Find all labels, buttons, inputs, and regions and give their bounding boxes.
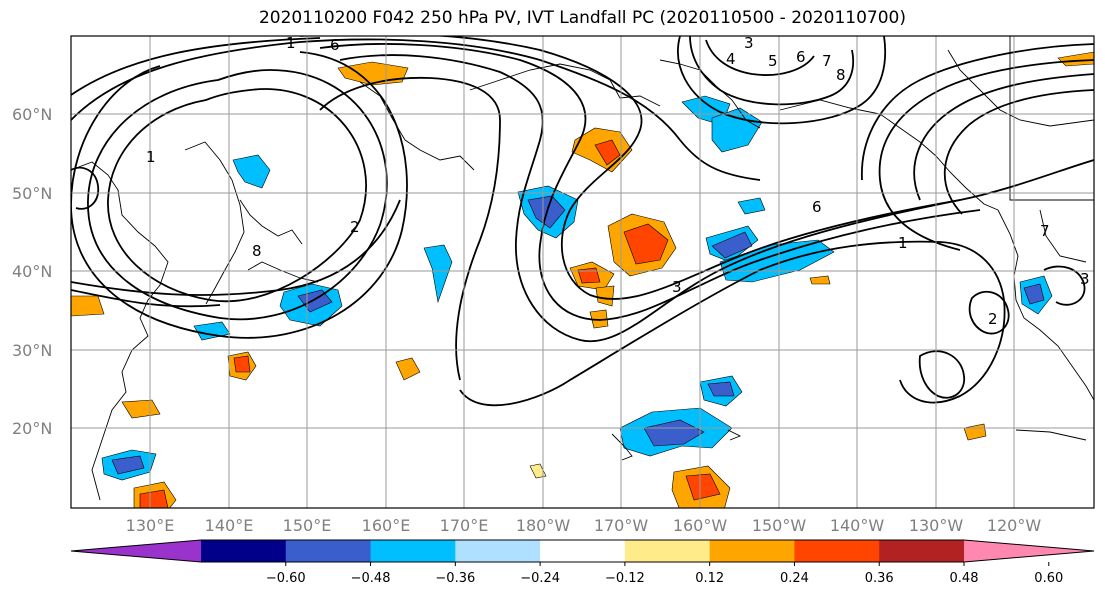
lon-label: 130°W [909,516,964,535]
pv-anomaly-positive [589,309,609,329]
pv-anomaly-negative [643,419,705,447]
colorbar-tick-label: 0.60 [1034,571,1063,586]
pv-anomaly-positive [623,223,669,265]
pv-anomaly-positive [233,355,251,373]
pv-anomaly-positive [809,275,831,285]
contour-label: 3 [744,34,754,52]
pv-anomaly-positive [1057,51,1094,67]
lon-label: 160°W [673,516,728,535]
pv-anomaly-positive [685,473,721,501]
map-frame [70,35,1095,509]
contour-label: 8 [836,66,846,84]
contour-label: 6 [330,36,340,54]
colorbar-segment [709,540,795,562]
contour-labels: 1 6 3 4 5 6 7 8 2 6 1 3 8 1 2 3 7 [146,34,1090,328]
lon-label: 120°W [987,516,1042,535]
colorbar-tick-label: −0.60 [266,571,306,586]
colorbar: −0.60 −0.48 −0.36 −0.24 −0.12 0.12 0.24 0.36 0.4… [70,539,1095,586]
contour-label: 2 [988,310,998,328]
colorbar-tick-label: 0.36 [865,571,894,586]
contour-label: 6 [812,198,822,216]
latitude-labels: 60°N 50°N 40°N 30°N 20°N [12,105,52,438]
colorbar-segment [285,540,372,562]
lon-label: 140°E [205,516,254,535]
lon-label: 150°E [283,516,332,535]
contour-label: 6 [796,48,806,66]
colorbar-segment [879,540,965,562]
contour-label: 1 [286,34,296,52]
colorbar-outline [70,539,1095,563]
contour-label: 3 [672,278,682,296]
colorbar-tick-label: 0.48 [950,571,979,586]
contour-label: 5 [768,52,778,70]
lon-label: 180°W [516,516,571,535]
contour-label: 1 [898,234,908,252]
colorbar-segment [540,540,626,562]
lon-label: 170°E [440,516,489,535]
colorbar-segment [201,540,287,562]
pv-anomaly-negative [711,107,763,153]
colorbar-segment [794,540,880,562]
colorbar-tick-label: 0.24 [780,571,809,586]
contour-label: 3 [1080,270,1090,288]
lat-label: 30°N [12,341,52,360]
pv-anomaly-negative [707,381,735,397]
pv-anomaly-positive [529,463,547,479]
contour-label: 7 [1040,222,1050,240]
lon-label: 140°W [830,516,885,535]
lon-label: 160°E [362,516,411,535]
colorbar-tick-label: 0.12 [695,571,724,586]
lat-label: 40°N [12,262,52,281]
colorbar-tick-label: −0.36 [435,571,475,586]
contour-label: 4 [726,50,736,68]
pv-anomaly-negative [111,455,145,475]
pv-anomaly-positive [594,139,621,166]
colorbar-tick-label: −0.48 [351,571,391,586]
pv-anomaly-negative [1023,283,1045,305]
pv-anomaly-negative [423,244,453,304]
contour-label: 2 [350,218,360,236]
pv-anomaly-negative [711,231,753,259]
contour-label: 1 [146,148,156,166]
colorbar-segment [455,540,541,562]
colorbar-tick-label: −0.24 [520,571,560,586]
colorbar-extend-high [964,540,1094,562]
lat-label: 60°N [12,105,52,124]
lon-label: 150°W [752,516,807,535]
colorbar-tick-label: −0.12 [605,571,645,586]
contour-label: 7 [822,52,832,70]
colorbar-segment [624,540,711,562]
pv-anomaly-positive [395,357,421,381]
colorbar-extend-low [71,540,201,562]
pv-anomaly-positive [139,489,169,508]
graticule [71,36,1094,508]
lon-label: 170°W [594,516,649,535]
pv-anomaly-positive [71,295,105,317]
pv-anomaly-negative [232,154,271,189]
lat-label: 20°N [12,419,52,438]
contour-label: 8 [252,242,262,260]
colorbar-segment [370,540,456,562]
ivt-contours [71,36,1094,407]
longitude-labels: 130°E 140°E 150°E 160°E 170°E 180°W 170°… [126,516,1042,535]
pv-anomaly-positive [577,267,601,284]
map-title: 2020110200 F042 250 hPa PV, IVT Landfall… [258,8,906,28]
pv-anomaly-negative [737,197,766,215]
lat-label: 50°N [12,184,52,203]
lon-label: 130°E [126,516,175,535]
pv-anomaly-shading [71,51,1094,508]
